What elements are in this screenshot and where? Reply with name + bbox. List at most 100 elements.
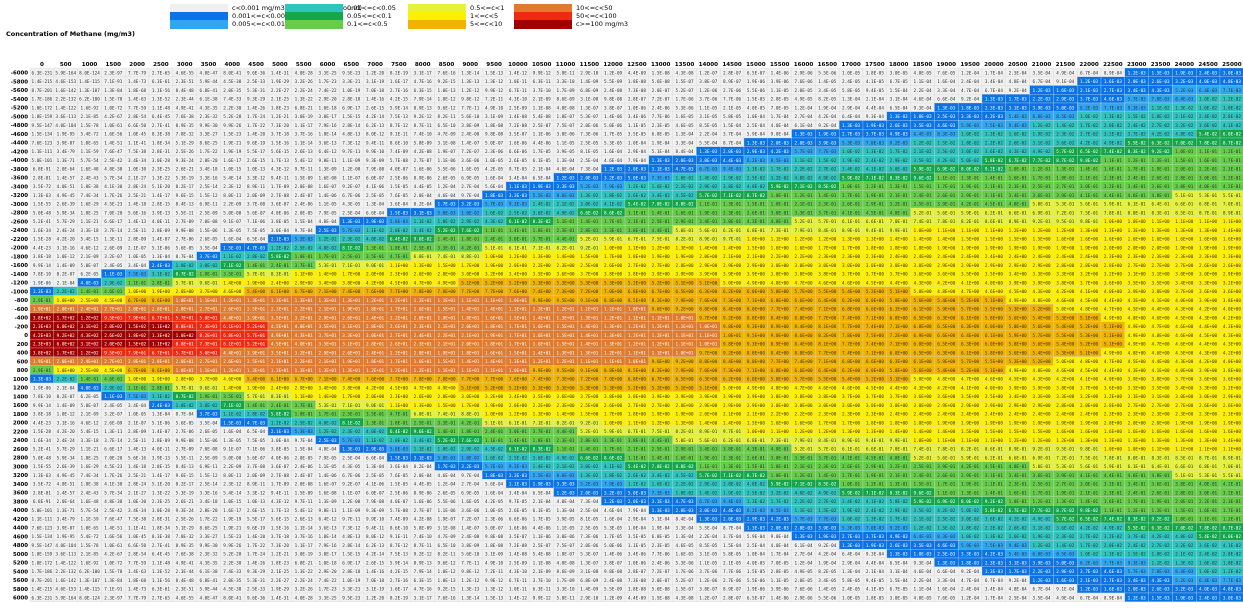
cell-value-label: 4.9E+00 <box>1104 315 1123 321</box>
cell-value-label: 1.6E+00 <box>1175 237 1194 243</box>
cell-value-label: 3.1E-02 <box>1032 140 1051 146</box>
cell-value-label: 2.2E+01 <box>390 315 409 321</box>
y-tick-label: -5400 <box>11 97 28 103</box>
cell-value-label: 7.8E+00 <box>437 377 456 383</box>
cell-value-label: 3.9E+01 <box>247 350 266 356</box>
cell-value-label: 8.9E-35 <box>176 123 195 129</box>
cell-value-label: 7.1E-01 <box>342 403 361 409</box>
cell-value-label: 7.6E+00 <box>699 298 718 304</box>
cell-value-label: 8.9E-01 <box>1009 219 1028 225</box>
cell-value-label: 2.3E+00 <box>866 412 885 418</box>
cell-value-label: 5.1E+00 <box>461 280 480 286</box>
cell-value-label: 2.9E-01 <box>866 202 885 208</box>
cell-value-label: 1.3E-03 <box>890 114 909 120</box>
cell-value-label: 6.2E-13 <box>366 123 385 129</box>
cell-value-label: 5.5E+00 <box>818 377 837 383</box>
cell-value-label: 1.2E-02 <box>271 420 290 426</box>
cell-value-label: 5.2E+00 <box>628 385 647 391</box>
cell-value-label: 1.5E-02 <box>937 140 956 146</box>
cell-value-label: 2.5E-02 <box>295 420 314 426</box>
cell-value-label: 1.0E+00 <box>57 368 76 374</box>
cell-value-label: 6.9E-02 <box>937 167 956 173</box>
cell-value-label: 1.3E-22 <box>295 97 314 103</box>
cell-value-label: 9.6E+00 <box>652 307 671 313</box>
cell-value-label: 2.7E-01 <box>1056 184 1075 190</box>
cell-value-label: 2.0E+00 <box>1128 245 1147 251</box>
cell-value-label: 1.5E+00 <box>985 237 1004 243</box>
cell-value-label: 7.1E-02 <box>866 175 885 181</box>
cell-value-label: 4.8E-04 <box>1009 79 1028 85</box>
cell-value-label: 1.9E+00 <box>1080 420 1099 426</box>
cell-value-label: 5.1E+00 <box>1104 333 1123 339</box>
cell-value-label: 6.6E-17 <box>104 219 123 225</box>
cell-value-label: 3.8E-07 <box>604 105 623 111</box>
cell-value-label: 2.8E-24 <box>128 184 147 190</box>
cell-value-label: 8.4E-13 <box>176 464 195 470</box>
cell-value-label: 4.5E+00 <box>390 385 409 391</box>
cell-value-label: 1.5E+00 <box>961 429 980 435</box>
cell-value-label: 4.1E-02 <box>604 202 623 208</box>
cell-value-label: 1.0E-01 <box>771 193 790 199</box>
cell-value-label: 5.9E+00 <box>1009 333 1028 339</box>
cell-value-label: 1.3E-04 <box>556 158 575 164</box>
cell-value-label: 1.9E-02 <box>723 175 742 181</box>
cell-value-label: 1.2E-02 <box>913 140 932 146</box>
cell-value-label: 4.8E+00 <box>1032 298 1051 304</box>
cell-value-label: 9.2E-01 <box>580 420 599 426</box>
legend-swatch <box>285 4 343 13</box>
cell-value-label: 4.6E-04 <box>437 193 456 199</box>
cell-value-label: 5.0E+00 <box>913 377 932 383</box>
cell-value-label: 5.1E+00 <box>985 368 1004 374</box>
x-tick-label: 3000 <box>177 62 193 68</box>
cell-value-label: 9.2E+00 <box>723 315 742 321</box>
cell-value-label: 8.9E-01 <box>1223 210 1242 216</box>
cell-value-label: 3.0E-02 <box>199 403 218 409</box>
cell-value-label: 3.1E-03 <box>652 167 671 173</box>
cell-value-label: 5.4E+00 <box>247 289 266 295</box>
cell-value-label: 2.4E-06 <box>295 464 314 470</box>
cell-value-label: 3.5E-04 <box>199 245 218 251</box>
cell-value-label: 1.2E+00 <box>794 237 813 243</box>
cell-value-label: 5.2E+01 <box>247 324 266 330</box>
cell-value-label: 3.5E-04 <box>1032 70 1051 76</box>
cell-value-label: 8.1E+00 <box>818 324 837 330</box>
cell-value-label: 3.8E+00 <box>342 385 361 391</box>
cell-value-label: 2.3E-01 <box>556 438 575 444</box>
cell-value-label: 2.3E-32 <box>199 114 218 120</box>
cell-value-label: 2.5E-21 <box>128 473 147 479</box>
cell-value-label: 3.5E+00 <box>1151 280 1170 286</box>
cell-value-label: 4.0E+00 <box>1175 298 1194 304</box>
cell-value-label: 7.9E-01 <box>794 438 813 444</box>
cell-value-label: 7.7E-03 <box>1223 88 1242 94</box>
cell-value-label: 3.0E-03 <box>1223 70 1242 76</box>
cell-value-label: 8.6E-10 <box>390 140 409 146</box>
cell-value-label: 4.7E+00 <box>794 385 813 391</box>
cell-value-label: 1.1E-01 <box>937 175 956 181</box>
cell-value-label: 1.3E+00 <box>1175 228 1194 234</box>
cell-value-label: 6.7E+00 <box>652 289 671 295</box>
cell-value-label: 2.7E-16 <box>390 88 409 94</box>
cell-value-label: 2.8E-14 <box>342 123 361 129</box>
cell-value-label: 1.4E-07 <box>152 429 171 435</box>
cell-value-label: 2.1E-09 <box>80 412 99 418</box>
cell-value-label: 1.8E-38 <box>80 184 99 190</box>
cell-value-label: 7.0E-05 <box>771 105 790 111</box>
cell-value-label: 1.9E-01 <box>699 455 718 461</box>
cell-value-label: 3.0E-17 <box>318 114 337 120</box>
cell-value-label: 2.8E+00 <box>1080 263 1099 269</box>
cell-value-label: 1.4E+01 <box>533 315 552 321</box>
cell-value-label: 2.2E-04 <box>699 132 718 138</box>
cell-value-label: 1.1E+01 <box>485 368 504 374</box>
cell-value-label: 5.9E-44 <box>199 79 218 85</box>
cell-value-label: 9.5E-01 <box>1056 219 1075 225</box>
cell-value-label: 1.1E-08 <box>533 105 552 111</box>
cell-value-label: 5.2E+00 <box>1032 307 1051 313</box>
cell-value-label: 1.9E+00 <box>1199 245 1218 251</box>
cell-value-label: 1.7E-01 <box>842 473 861 479</box>
cell-value-label: 1.1E+00 <box>937 438 956 444</box>
y-tick-label: -1400 <box>11 272 28 278</box>
cell-value-label: 3.2E+00 <box>485 272 504 278</box>
cell-value-label: 5.2E-03 <box>580 184 599 190</box>
cell-value-label: 3.4E-01 <box>699 447 718 453</box>
cell-value-label: 3.7E-01 <box>533 429 552 435</box>
